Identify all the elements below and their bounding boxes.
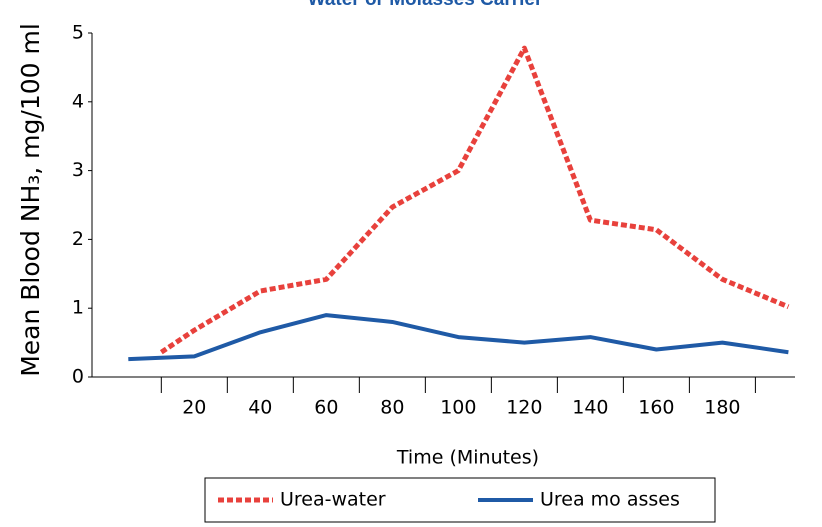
y-tick-label: 3	[72, 159, 84, 181]
x-axis-label: Time (Minutes)	[396, 447, 539, 469]
y-tick-label: 5	[72, 22, 84, 44]
y-tick-label: 0	[72, 366, 84, 388]
y-axis-label: Mean Blood NH₃, mg/100 ml	[16, 23, 45, 377]
x-tick-label: 20	[182, 397, 206, 419]
x-tick-label: 100	[440, 397, 476, 419]
chart-title: Water or Molasses Carrier	[308, 0, 543, 10]
y-tick-label: 2	[72, 228, 84, 250]
x-tick-label: 60	[314, 397, 338, 419]
legend-label: Urea mo asses	[540, 489, 680, 511]
x-tick-label: 40	[248, 397, 272, 419]
legend-label: Urea-water	[280, 489, 386, 511]
y-tick-label: 4	[72, 90, 84, 112]
series-line	[159, 45, 790, 355]
series-line	[128, 313, 789, 362]
y-tick-label: 1	[72, 297, 84, 319]
x-tick-label: 180	[704, 397, 740, 419]
x-tick-label: 160	[638, 397, 674, 419]
x-tick-label: 120	[506, 397, 542, 419]
x-tick-label: 80	[380, 397, 404, 419]
legend-box	[204, 477, 716, 523]
x-tick-label: 140	[572, 397, 608, 419]
